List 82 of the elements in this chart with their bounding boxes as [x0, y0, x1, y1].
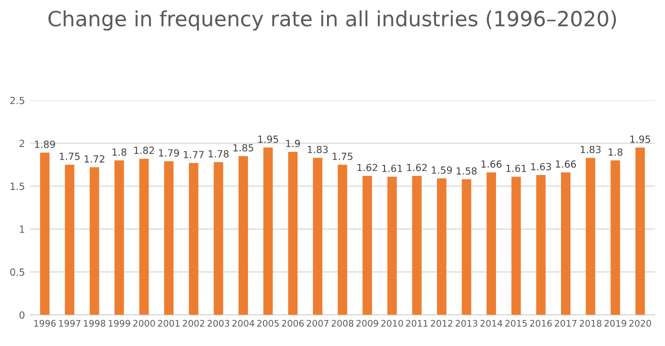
data-label: 1.83: [580, 146, 601, 154]
data-label: 1.72: [84, 155, 104, 162]
x-tick-label: 2000: [133, 320, 155, 327]
bar: [64, 164, 74, 315]
bar: [214, 162, 224, 315]
x-tick-label: 2005: [257, 320, 279, 327]
bar: [40, 152, 50, 315]
chart-title: Change in frequency rate in all industries (1996–2020): [48, 10, 616, 31]
x-tick-label: 2008: [332, 320, 354, 327]
data-label: 1.79: [159, 149, 179, 157]
x-tick-label: 2018: [580, 320, 602, 327]
data-label: 1.61: [506, 164, 526, 172]
data-label: 1.8: [112, 148, 126, 156]
x-tick-label: 2011: [406, 320, 428, 327]
bar: [511, 176, 521, 315]
y-tick-label: 1: [20, 226, 24, 233]
data-label: 1.89: [35, 140, 55, 148]
bar: [238, 156, 248, 315]
x-tick-label: 1999: [108, 320, 130, 327]
x-tick-label: 2015: [505, 320, 527, 327]
bar: [586, 158, 596, 315]
data-label: 1.75: [60, 152, 80, 160]
x-tick-label: 1996: [34, 320, 56, 327]
x-tick-label: 2016: [530, 320, 552, 327]
bar: [536, 174, 546, 315]
bar: [338, 164, 348, 315]
x-tick-label: 2019: [604, 320, 626, 327]
bar: [362, 176, 372, 315]
y-tick-label: 1.5: [10, 182, 24, 190]
data-label: 1.8: [608, 148, 622, 156]
x-tick-label: 1997: [59, 320, 80, 327]
data-label: 1.66: [482, 160, 502, 168]
bar: [635, 148, 645, 315]
bar: [114, 160, 124, 315]
x-tick-label: 2003: [208, 320, 230, 327]
x-tick-label: 2002: [182, 320, 204, 327]
data-label: 1.9: [286, 140, 300, 148]
y-tick-label: 2.5: [10, 96, 24, 104]
x-tick-label: 2009: [356, 320, 378, 327]
data-label: 1.62: [358, 164, 378, 172]
data-label: 1.59: [432, 166, 452, 174]
data-label: 1.77: [184, 151, 204, 158]
x-tick-label: 2020: [629, 320, 652, 327]
bar: [462, 179, 472, 315]
data-label: 1.62: [407, 164, 427, 172]
bar: [486, 172, 496, 315]
x-tick-label: 2012: [430, 320, 452, 327]
data-label: 1.58: [456, 167, 477, 175]
data-label: 1.83: [308, 146, 328, 154]
bar: [610, 160, 620, 315]
bar: [90, 167, 100, 315]
bar: [263, 148, 273, 315]
bar: [436, 178, 446, 315]
bar: [139, 158, 149, 315]
bar: [387, 176, 397, 315]
data-label: 1.78: [208, 150, 229, 158]
data-label: 1.63: [531, 162, 551, 170]
y-tick-label: 0: [20, 311, 24, 319]
data-label: 1.75: [332, 152, 352, 160]
data-label: 1.66: [556, 160, 576, 168]
x-tick-label: 2004: [232, 320, 254, 327]
data-label: 1.95: [258, 136, 278, 143]
bar: [288, 152, 298, 315]
x-tick-label: 2007: [306, 320, 328, 327]
x-tick-label: 2006: [282, 320, 304, 327]
bar: [164, 161, 174, 315]
bar: [312, 158, 322, 315]
bar: [412, 176, 422, 315]
x-tick-label: 2010: [381, 320, 403, 327]
x-tick-label: 1998: [84, 320, 106, 327]
data-label: 1.95: [630, 136, 650, 143]
bar: [561, 172, 570, 315]
y-tick-label: 0.5: [10, 268, 24, 276]
x-tick-label: 2013: [456, 320, 478, 327]
x-tick-label: 2014: [480, 320, 502, 327]
y-tick-label: 2: [20, 140, 24, 147]
data-label: 1.61: [382, 164, 402, 172]
x-tick-label: 2017: [554, 320, 576, 327]
data-label: 1.85: [233, 144, 254, 152]
bar: [188, 162, 198, 315]
data-label: 1.82: [134, 146, 154, 154]
x-tick-label: 2001: [158, 320, 180, 327]
